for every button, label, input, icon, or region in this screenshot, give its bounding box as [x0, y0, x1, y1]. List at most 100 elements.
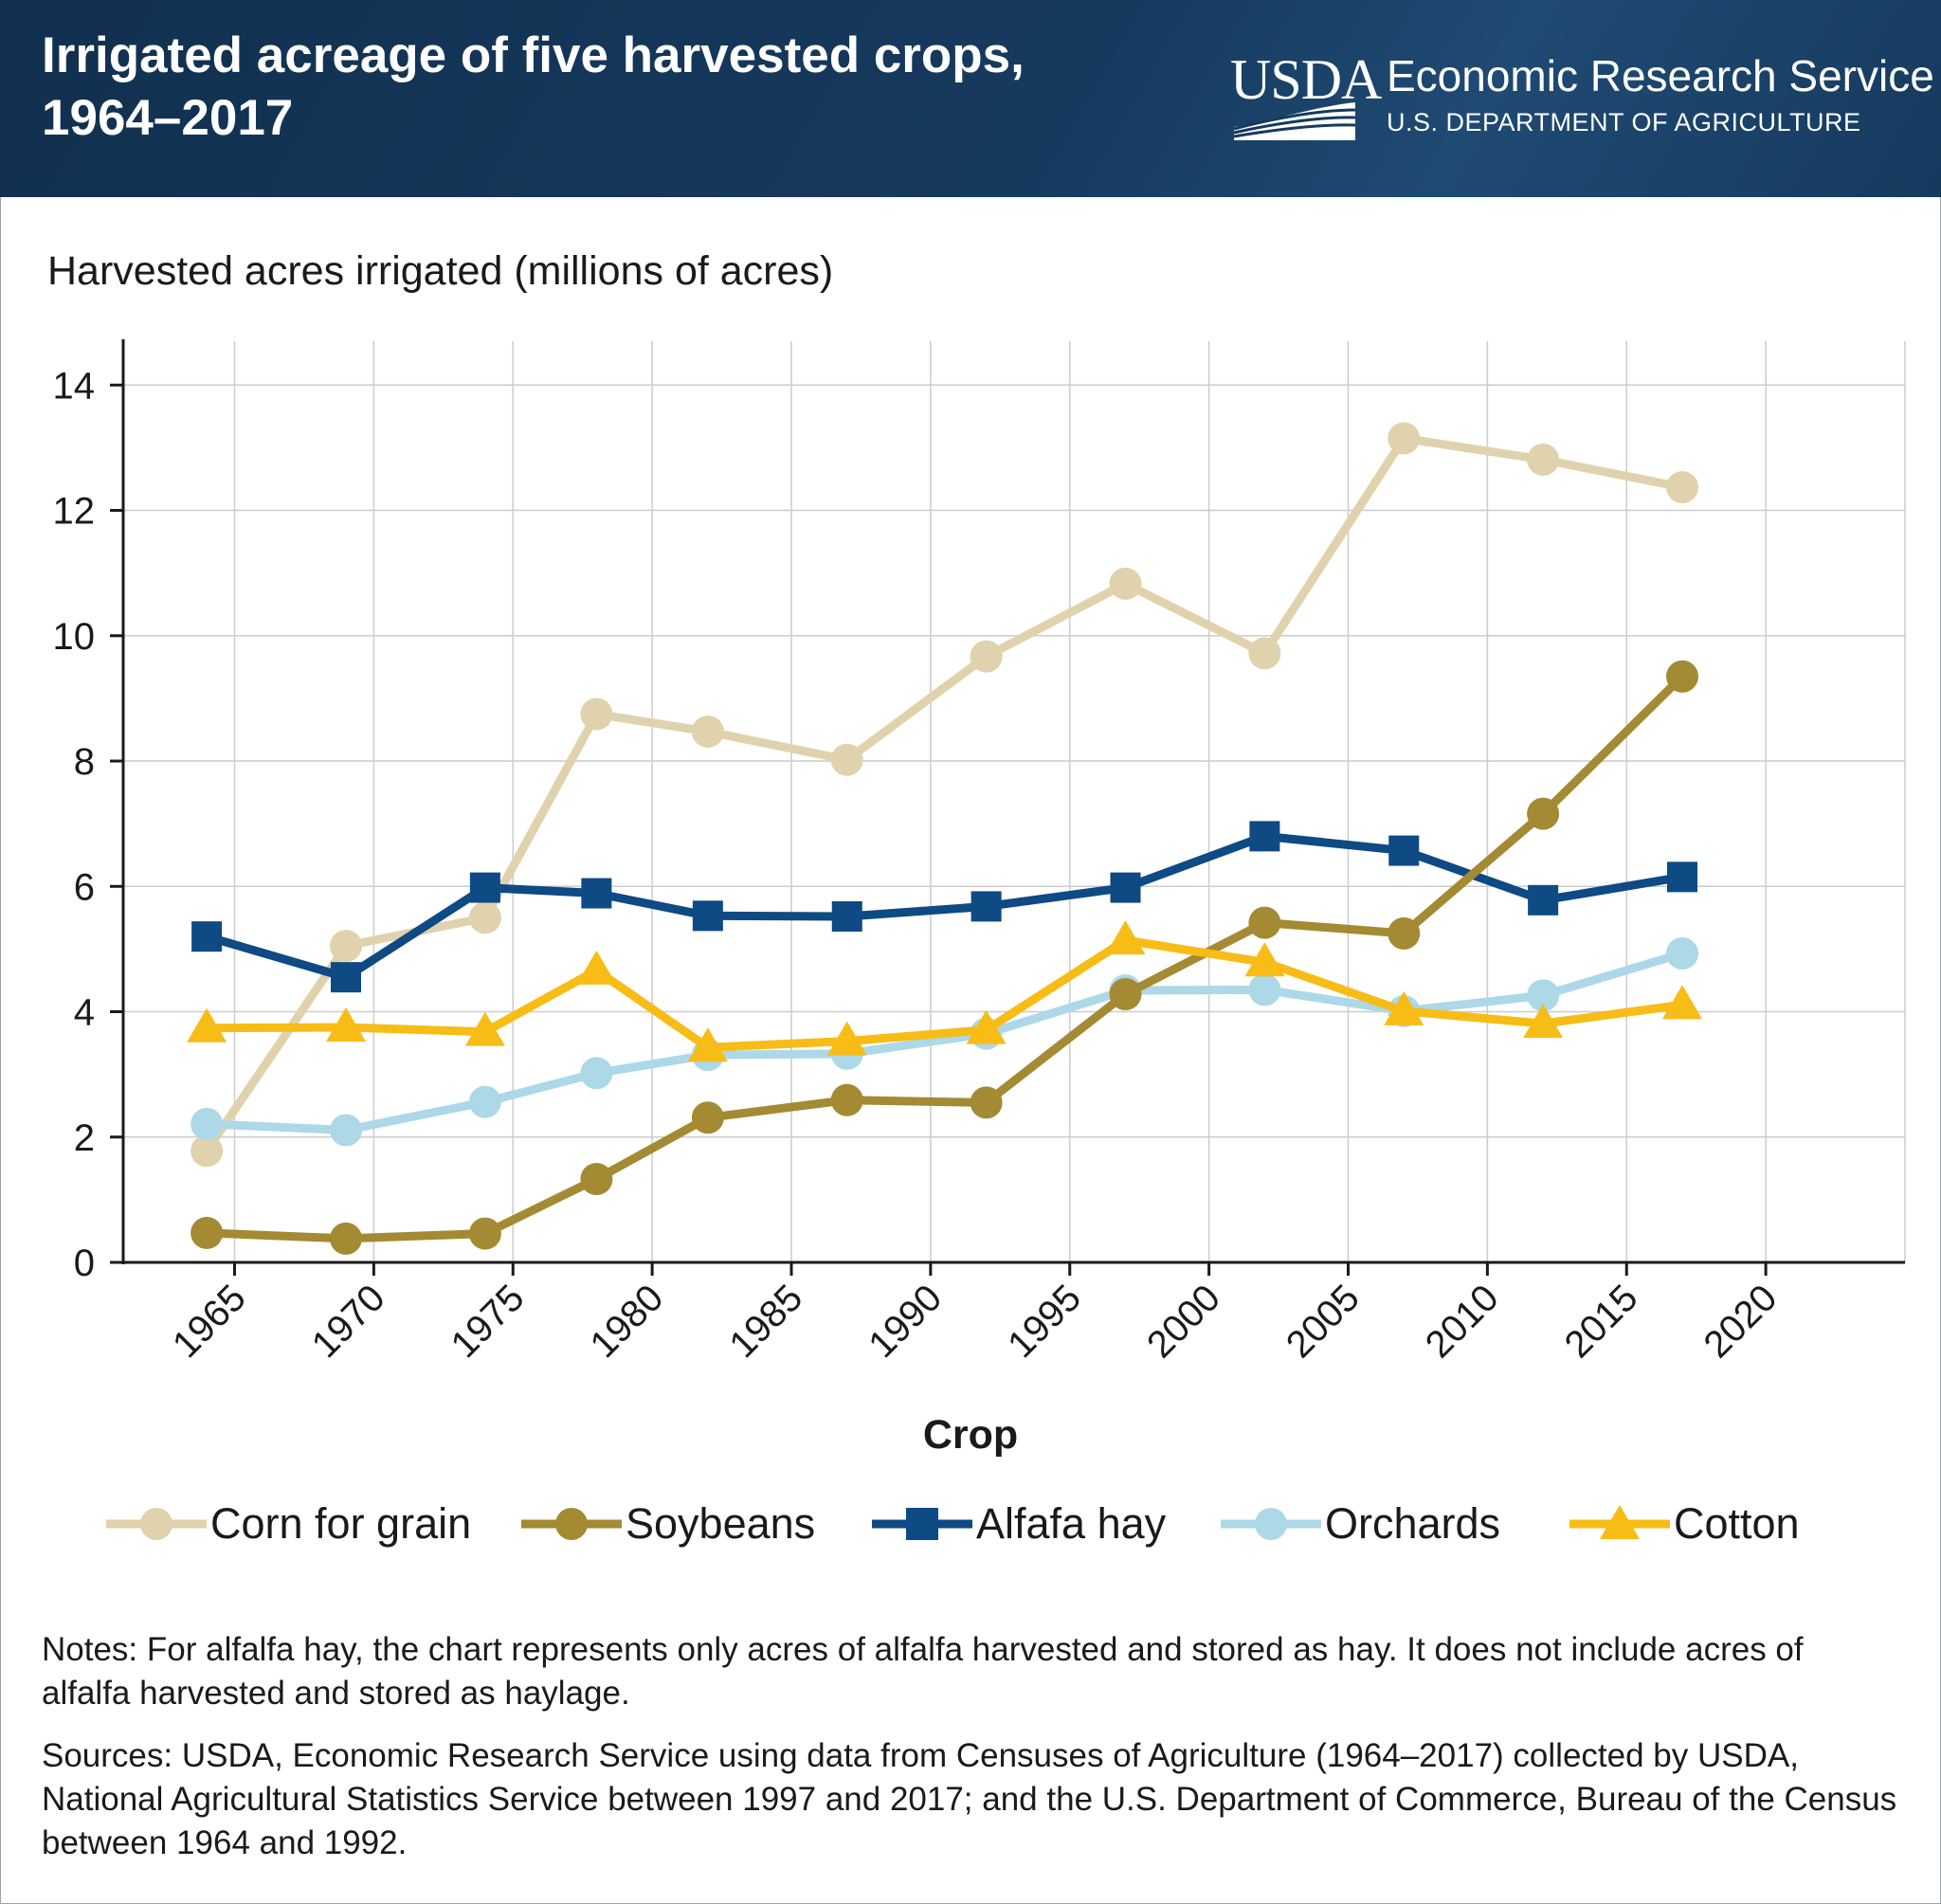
x-tick-label-1990: 1990	[861, 1277, 950, 1366]
marker-alfalfa-1969	[331, 962, 361, 993]
chart-notes: Notes: For alfalfa hay, the chart repres…	[42, 1631, 1804, 1712]
y-tick-label-12: 12	[53, 491, 96, 533]
x-tick-label-2005: 2005	[1279, 1277, 1368, 1366]
legend-label-corn: Corn for grain	[210, 1499, 472, 1548]
x-tick-label-1980: 1980	[582, 1277, 671, 1366]
chart-title-line-1: Irrigated acreage of five harvested crop…	[42, 27, 1025, 83]
marker-corn-1997	[1109, 567, 1142, 600]
legend-label-cotton: Cotton	[1674, 1499, 1800, 1548]
marker-cotton-2017	[1662, 985, 1702, 1020]
marker-corn-1969	[330, 930, 362, 963]
y-tick-label-4: 4	[74, 992, 95, 1034]
y-tick-label-10: 10	[53, 616, 96, 658]
marker-corn-2002	[1248, 637, 1281, 670]
series-line-alfalfa	[205, 831, 1683, 982]
chart-sources: Sources: USDA, Economic Research Service…	[42, 1737, 1897, 1861]
y-tick-label-8: 8	[74, 741, 95, 783]
marker-orchards-1969	[330, 1114, 362, 1147]
chart-title-line-2: 1964–2017	[42, 90, 294, 146]
marker-alfalfa-2007	[1388, 835, 1420, 866]
marker-corn-2007	[1388, 422, 1421, 455]
marker-alfalfa-1964	[191, 921, 223, 952]
marker-orchards-1978	[580, 1057, 613, 1090]
marker-alfalfa-2012	[1528, 884, 1559, 916]
marker-alfalfa-1978	[581, 878, 612, 909]
agency-name: Economic Research Service	[1387, 51, 1934, 100]
x-tick-label-2000: 2000	[1139, 1277, 1228, 1366]
marker-soybeans-1969	[330, 1222, 362, 1255]
x-tick-label-1985: 1985	[721, 1277, 810, 1366]
marker-soybeans-2012	[1527, 797, 1560, 830]
marker-alfalfa-1982	[692, 900, 723, 932]
legend-label-soybeans: Soybeans	[626, 1499, 816, 1548]
marker-corn-1982	[691, 715, 724, 748]
x-tick-label-2015: 2015	[1557, 1277, 1646, 1366]
legend-marker-corn-icon	[106, 1508, 207, 1540]
marker-soybeans-1997	[1109, 977, 1142, 1010]
y-tick-label-2: 2	[74, 1117, 95, 1159]
marker-soybeans-2002	[1248, 906, 1281, 939]
marker-soybeans-2007	[1388, 916, 1421, 950]
usda-logo-swoosh-icon	[1233, 102, 1356, 140]
marker-soybeans-1987	[830, 1083, 863, 1116]
legend-marker-orchards-icon	[1221, 1508, 1321, 1540]
legend-marker-alfalfa-icon	[872, 1508, 972, 1540]
legend-marker-soybeans-icon	[521, 1508, 622, 1540]
legend-label-alfalfa: Alfafa hay	[976, 1499, 1167, 1548]
marker-corn-2017	[1666, 471, 1698, 504]
marker-cotton-2007	[1384, 990, 1424, 1025]
marker-orchards-1974	[468, 1085, 501, 1118]
marker-soybeans-1964	[190, 1216, 224, 1249]
marker-alfalfa-1974	[469, 872, 500, 903]
marker-alfalfa-1992	[970, 891, 1002, 922]
marker-cotton-2012	[1523, 1004, 1564, 1039]
marker-cotton-1978	[576, 950, 617, 985]
marker-orchards-2017	[1666, 937, 1698, 970]
marker-soybeans-2017	[1666, 660, 1698, 693]
chart-title: Irrigated acreage of five harvested crop…	[42, 25, 1179, 150]
legend: Corn for grain Soybeans Alfafa hay Orcha…	[0, 1488, 1941, 1564]
marker-cotton-2002	[1244, 942, 1285, 977]
x-tick-label-1965: 1965	[165, 1277, 254, 1366]
marker-cotton-1992	[966, 1009, 1007, 1044]
marker-corn-1974	[468, 901, 501, 934]
usda-logo-text: USDA	[1230, 48, 1382, 111]
marker-corn-1964	[190, 1134, 224, 1168]
header-banner: Irrigated acreage of five harvested crop…	[0, 0, 1941, 197]
marker-corn-1992	[970, 640, 1003, 673]
y-axis-label: Harvested acres irrigated (millions of a…	[47, 248, 834, 294]
series-line-orchards	[206, 949, 1684, 1134]
marker-soybeans-1992	[970, 1086, 1003, 1119]
legend-label-orchards: Orchards	[1325, 1499, 1501, 1548]
marker-cotton-1964	[187, 1007, 227, 1043]
marker-alfalfa-2017	[1667, 861, 1697, 893]
marker-cotton-1974	[464, 1011, 505, 1046]
series-line-corn	[203, 433, 1683, 1153]
line-chart: 0 2 4 6 8 10 12 14 1965 1970 1975 1980 1985 1990 1995 2…	[53, 339, 1906, 1366]
marker-soybeans-1978	[580, 1163, 613, 1196]
legend-marker-cotton-icon	[1569, 1505, 1670, 1539]
x-tick-label-2020: 2020	[1696, 1277, 1785, 1366]
marker-soybeans-1982	[691, 1101, 724, 1134]
x-tick-label-1995: 1995	[1000, 1277, 1089, 1366]
marker-cotton-1982	[687, 1027, 728, 1062]
y-tick-label-0: 0	[74, 1242, 95, 1284]
marker-corn-1978	[580, 698, 613, 731]
marker-cotton-1997	[1105, 920, 1146, 955]
marker-orchards-2002	[1248, 973, 1281, 1006]
series-line-soybeans	[206, 673, 1686, 1243]
marker-cotton-1987	[826, 1021, 867, 1056]
marker-alfalfa-1997	[1110, 872, 1141, 903]
x-axis-label: Crop	[922, 1412, 1019, 1458]
marker-corn-2012	[1527, 443, 1560, 476]
department-name: U.S. DEPARTMENT OF AGRICULTURE	[1387, 108, 1861, 136]
marker-corn-1987	[830, 743, 863, 776]
series-line-cotton	[207, 935, 1683, 1052]
x-tick-label-1970: 1970	[304, 1277, 393, 1366]
marker-cotton-1969	[326, 1007, 366, 1043]
x-tick-label-2010: 2010	[1418, 1277, 1507, 1366]
x-tick-label-1975: 1975	[444, 1277, 533, 1366]
marker-orchards-1964	[190, 1107, 224, 1140]
y-tick-label-14: 14	[53, 365, 96, 407]
